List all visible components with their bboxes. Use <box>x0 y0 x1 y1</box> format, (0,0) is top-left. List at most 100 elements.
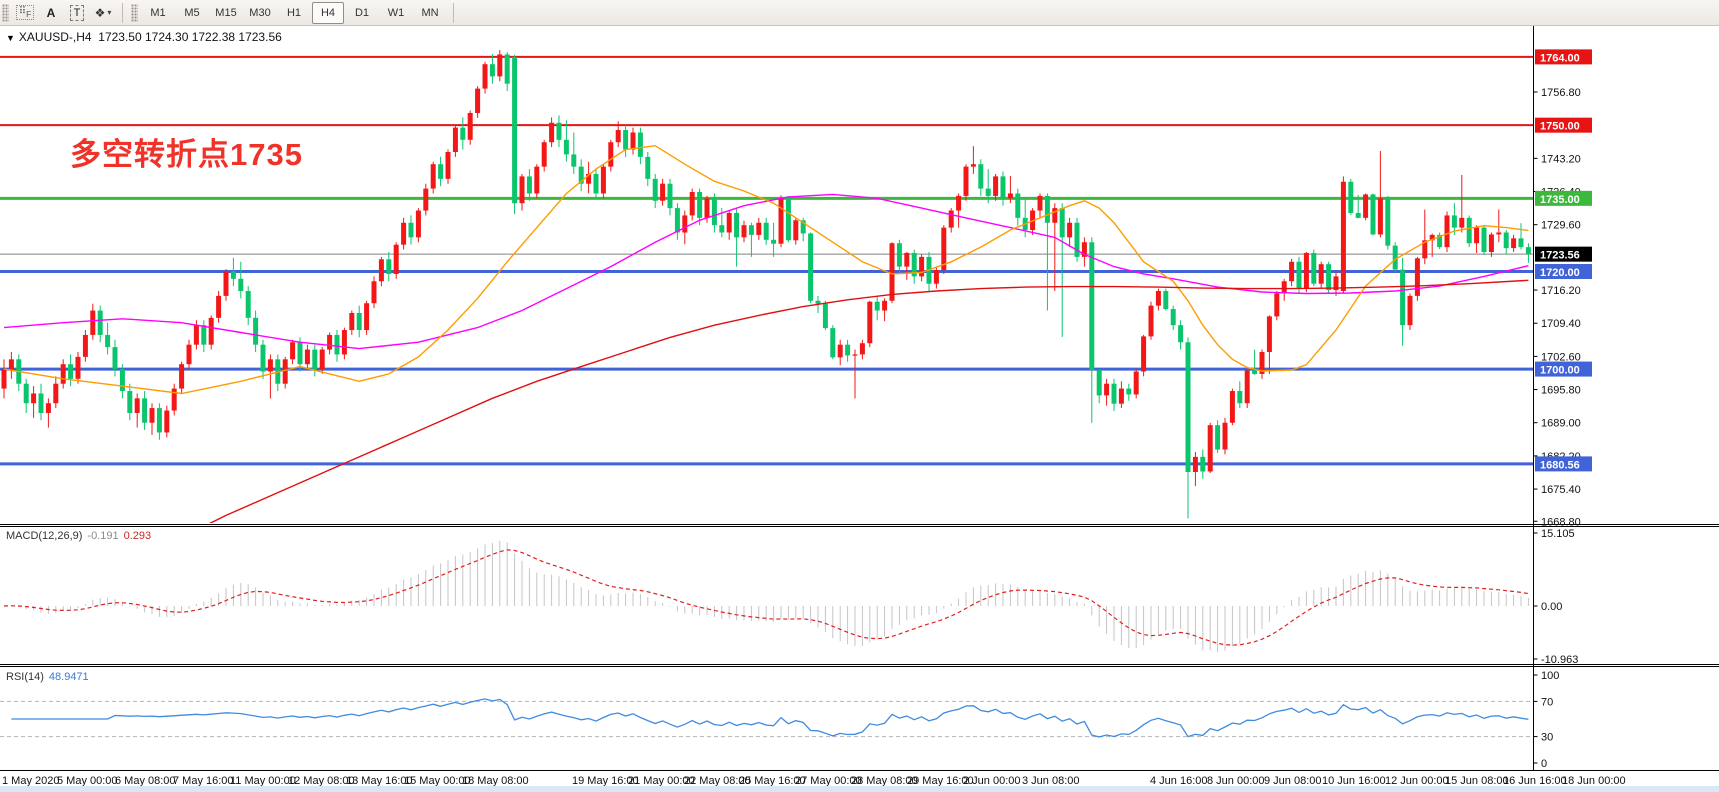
candle-body <box>763 222 769 240</box>
rsi-indicator-label: RSI(14) 48.9471 <box>6 671 89 683</box>
candle-body <box>267 359 273 372</box>
candle-body <box>748 225 754 235</box>
text-label-tool-icon[interactable]: A <box>46 5 56 20</box>
candle-body <box>845 344 851 356</box>
candle-body <box>1170 309 1176 326</box>
date-axis-label[interactable]: 10 Jun 16:00 <box>1322 775 1386 787</box>
price-badge <box>1535 117 1592 133</box>
candle-body <box>600 166 606 194</box>
candle-body <box>1370 194 1376 235</box>
date-axis-label[interactable]: 5 May 00:00 <box>57 775 118 787</box>
date-axis-label[interactable]: 7 May 16:00 <box>173 775 234 787</box>
candles-group[interactable] <box>1 50 1531 519</box>
candle-body <box>556 122 562 140</box>
candle-body <box>623 130 629 150</box>
date-axis-label[interactable]: 18 Jun 00:00 <box>1562 775 1626 787</box>
candle-body <box>327 334 333 350</box>
candle-body <box>31 393 37 404</box>
candle-body <box>1311 252 1317 284</box>
price-chart-canvas[interactable]: 1756.801743.201736.401729.601716.201709.… <box>0 25 1719 792</box>
candle-body <box>852 354 858 356</box>
candle-body <box>837 344 843 358</box>
level-price-badge-label: 1680.56 <box>1540 459 1580 471</box>
date-axis-label[interactable]: 21 May 00:00 <box>628 775 695 787</box>
price-axis-label: 1716.20 <box>1541 285 1581 297</box>
candle-body <box>882 300 888 311</box>
timeframe-button-mn[interactable]: MN <box>421 6 439 19</box>
candle-body <box>386 259 392 274</box>
shapes-dropdown-caret[interactable]: ▾ <box>107 8 112 17</box>
candle-body <box>534 166 540 194</box>
candle-body <box>1474 227 1480 244</box>
candle-body <box>978 164 984 189</box>
date-axis-label[interactable]: 13 May 16:00 <box>346 775 413 787</box>
date-axis-label[interactable]: 19 May 16:00 <box>572 775 639 787</box>
candle-body <box>645 156 651 179</box>
candle-body <box>378 259 384 282</box>
symbol-dropdown-icon[interactable]: ▼ <box>6 33 15 43</box>
date-axis-label[interactable]: 15 Jun 08:00 <box>1445 775 1509 787</box>
shapes-tool-icon[interactable]: ❖ ▾ <box>94 5 112 20</box>
candle-body <box>719 225 725 233</box>
timeframe-button-h1[interactable]: H1 <box>286 6 302 19</box>
date-axis-label[interactable]: 12 May 08:00 <box>288 775 355 787</box>
date-axis-label[interactable]: 6 May 08:00 <box>115 775 176 787</box>
price-axis-label: 1668.80 <box>1541 516 1581 528</box>
price-badge <box>1535 456 1592 472</box>
candle-body <box>1525 247 1531 255</box>
timeframe-button-w1[interactable]: W1 <box>387 6 405 19</box>
candle-body <box>1007 193 1013 199</box>
candle-body <box>208 317 214 345</box>
candle-body <box>334 334 340 355</box>
date-axis-label[interactable]: 4 Jun 16:00 <box>1150 775 1208 787</box>
date-axis-label[interactable]: 9 Jun 08:00 <box>1264 775 1322 787</box>
candle-body <box>371 281 377 304</box>
date-axis-label[interactable]: 11 May 00:00 <box>230 775 296 787</box>
date-axis-label[interactable]: 8 Jun 00:00 <box>1207 775 1265 787</box>
candle-body <box>1133 371 1139 395</box>
candle-body <box>1503 232 1509 249</box>
timeframe-button-m5[interactable]: M5 <box>184 6 200 19</box>
candle-body <box>1266 316 1272 352</box>
frame-tool-icon[interactable]: ⠿F <box>13 2 37 24</box>
date-axis-label[interactable]: 28 May 08:00 <box>851 775 918 787</box>
text-box-tool-icon[interactable]: T <box>65 2 89 24</box>
candle-body <box>489 64 495 77</box>
candle-body <box>75 356 81 379</box>
candle-body <box>689 191 695 216</box>
candle-body <box>1229 391 1235 423</box>
timeframe-button-m30[interactable]: M30 <box>249 6 271 19</box>
date-axis-label[interactable]: 1 May 2020 <box>2 775 59 787</box>
candle-body <box>512 56 518 204</box>
candle-body <box>356 312 362 331</box>
rsi-axis-label: 70 <box>1541 696 1553 708</box>
timeframe-bar: M1 M5 M15 M30 H1 H4 D1 W1 MN <box>141 1 447 24</box>
timeframe-button-m1[interactable]: M1 <box>150 6 166 19</box>
timeframe-button-h4[interactable]: H4 <box>312 1 344 24</box>
timeframe-button-d1[interactable]: D1 <box>354 6 370 19</box>
candle-body <box>1400 269 1406 326</box>
date-axis-label[interactable]: 27 May 00:00 <box>795 775 862 787</box>
date-axis-label[interactable]: 15 May 00:00 <box>404 775 471 787</box>
date-axis-label[interactable]: 29 May 16:00 <box>907 775 974 787</box>
toolbar-drag-handle[interactable] <box>2 3 9 22</box>
ohlc-values: 1723.50 1724.30 1722.38 1723.56 <box>98 30 282 44</box>
candle-body <box>697 191 703 218</box>
date-axis-label[interactable]: 18 May 08:00 <box>462 775 529 787</box>
candle-body <box>741 225 747 238</box>
toolbar-drag-handle-2[interactable] <box>131 3 138 22</box>
date-axis-label[interactable]: 3 Jun 08:00 <box>1022 775 1080 787</box>
date-axis-label[interactable]: 16 Jun 16:00 <box>1503 775 1567 787</box>
candle-body <box>1126 388 1132 395</box>
date-axis-label[interactable]: 25 May 16:00 <box>739 775 806 787</box>
price-badge <box>1535 49 1592 65</box>
date-axis-label[interactable]: 12 Jun 00:00 <box>1385 775 1449 787</box>
candle-body <box>571 154 577 167</box>
timeframe-button-m15[interactable]: M15 <box>215 6 237 19</box>
candle-body <box>445 151 451 179</box>
date-axis-label[interactable]: 2 Jun 00:00 <box>963 775 1021 787</box>
ma-magenta-slow <box>3 193 1529 350</box>
candle-body <box>119 369 125 392</box>
date-axis-label[interactable]: 22 May 08:00 <box>684 775 751 787</box>
chart-window[interactable]: ▼ XAUUSD-,H4 1723.50 1724.30 1722.38 1723… <box>0 25 1719 792</box>
